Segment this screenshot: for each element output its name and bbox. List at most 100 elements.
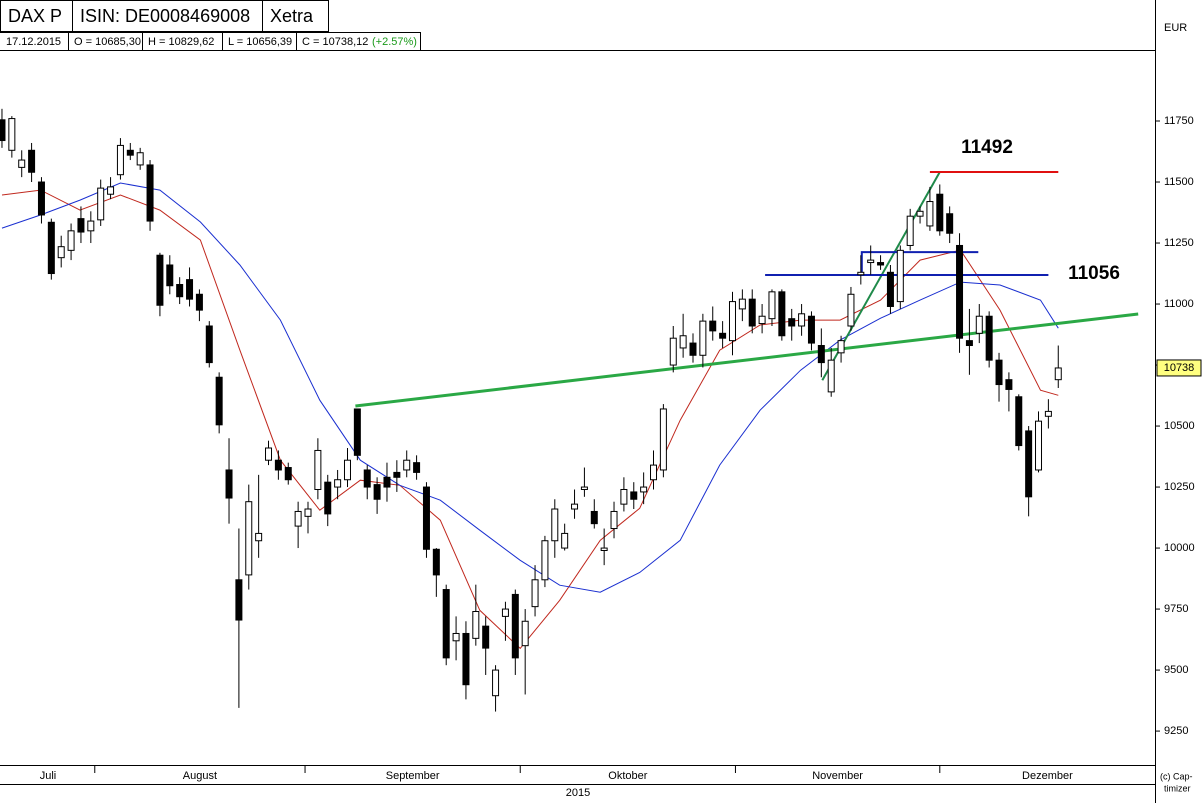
candle-body (738, 298, 746, 310)
candle-body (1005, 379, 1013, 390)
copyright: timizer (1164, 783, 1191, 793)
x-tick-label: November (812, 770, 863, 782)
candle-body (541, 540, 549, 581)
candle-body (77, 218, 85, 233)
candle-body (107, 186, 115, 195)
candle-body (97, 187, 105, 221)
candle-body (985, 315, 993, 361)
candle-body (146, 164, 154, 222)
candle-body (57, 246, 65, 259)
candle-body (265, 447, 273, 461)
candle-body (422, 486, 430, 550)
candle-body (748, 298, 756, 327)
candle-body (551, 508, 559, 542)
candle-body (403, 459, 411, 471)
candle-body (521, 620, 529, 647)
candle-body (699, 320, 707, 356)
candle-body (67, 230, 75, 251)
candle-body (798, 313, 806, 327)
candle-body (314, 449, 322, 490)
candle-body (462, 632, 470, 686)
candle-body (0, 119, 6, 142)
candle-body (837, 340, 845, 354)
candle-body (728, 301, 736, 342)
candle-body (600, 547, 608, 552)
candle-body (1044, 410, 1052, 417)
candle-body (758, 315, 766, 325)
candle-body (501, 608, 509, 617)
candle-body (817, 345, 825, 364)
candle-body (37, 181, 45, 216)
x-tick-label: August (183, 770, 217, 782)
candle-body (807, 315, 815, 344)
candle-body (324, 481, 332, 515)
currency: EUR (1164, 22, 1187, 34)
moving-average (1, 182, 1059, 593)
candle-body (877, 262, 885, 266)
candle-body (442, 589, 450, 659)
y-tick-label: 10500 (1164, 420, 1195, 432)
candle-body (47, 221, 55, 275)
candle-body (867, 259, 875, 264)
candle-body (482, 625, 490, 649)
candle-body (906, 215, 914, 246)
isin: ISIN: DE0008469008 (80, 6, 250, 26)
candle-body (235, 579, 243, 621)
plot: 9250950097501000010250105001075011000112… (0, 108, 1195, 782)
candle-body (511, 593, 519, 659)
candle-body (186, 279, 194, 300)
header: DAX P ISIN: DE0008469008 Xetra 17.12.201… (0, 0, 1187, 51)
quote-close: C = 10738,12 (302, 36, 368, 48)
candle-body (886, 271, 894, 307)
candle-body (689, 342, 697, 356)
quote-high: H = 10829,62 (148, 36, 214, 48)
y-tick-label: 10250 (1164, 481, 1195, 493)
candle-body (413, 462, 421, 473)
y-tick-label: 11500 (1164, 176, 1194, 188)
quote-change: (+2.57%) (372, 36, 417, 48)
quote-low: L = 10656,39 (228, 36, 292, 48)
candle-body (788, 318, 796, 327)
candle-body (1015, 396, 1023, 447)
candle-body (926, 201, 934, 227)
candle-body (650, 464, 658, 481)
candle-body (343, 459, 351, 481)
candle-body (126, 149, 134, 156)
candle-body (383, 476, 391, 488)
candle-body (827, 359, 835, 393)
x-tick-label: Oktober (608, 770, 647, 782)
candle-body (284, 467, 292, 481)
year-label: 2015 (566, 787, 590, 799)
candle-body (136, 152, 144, 166)
candle-body (432, 548, 440, 576)
candle-body (274, 459, 282, 471)
candle-body (8, 118, 16, 151)
candle-body (946, 213, 954, 234)
y-tick-label: 9500 (1164, 664, 1188, 676)
candle-body (956, 244, 964, 339)
candle-body (492, 669, 500, 697)
candle-body (679, 335, 687, 349)
exchange: Xetra (270, 6, 314, 26)
candle-body (452, 632, 460, 642)
candle-body (176, 284, 184, 298)
trend-line (355, 312, 1139, 408)
candle-body (353, 408, 361, 456)
price-box (1156, 359, 1202, 377)
candle-body (768, 291, 776, 320)
candle-body (225, 469, 233, 499)
candle-body (531, 579, 539, 608)
candle-body (1025, 430, 1033, 498)
candle-body (630, 491, 638, 500)
y-tick-label: 11750 (1164, 115, 1194, 127)
candle-body (255, 532, 263, 542)
candle-body (610, 510, 618, 530)
candle-body (571, 503, 579, 510)
y-tick-label: 9750 (1164, 603, 1188, 615)
candle-body (294, 510, 302, 527)
quote-open: O = 10685,30 (74, 36, 141, 48)
candle-body (166, 264, 174, 287)
x-tick-label: Dezember (1022, 770, 1073, 782)
candle-body (620, 488, 628, 505)
